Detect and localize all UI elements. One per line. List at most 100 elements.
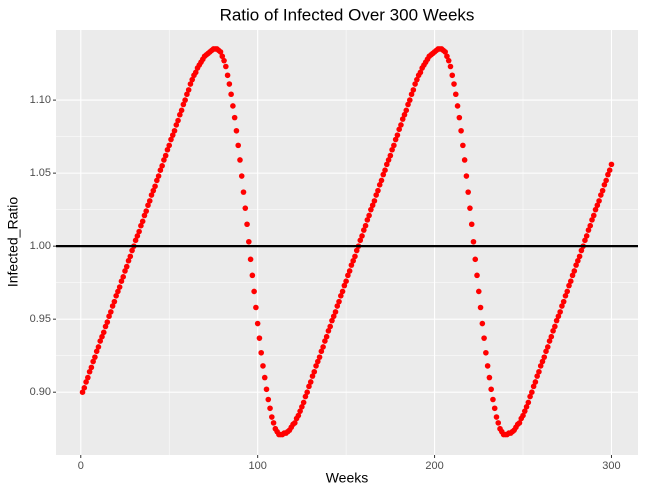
point: [375, 187, 381, 194]
point: [235, 142, 242, 149]
point: [138, 222, 144, 229]
point: [161, 157, 167, 163]
point: [475, 288, 482, 295]
point: [590, 212, 597, 219]
point: [113, 293, 119, 299]
point: [562, 293, 569, 299]
point: [606, 167, 613, 174]
point: [86, 368, 93, 375]
x-tick-label: 100: [248, 460, 266, 472]
point: [368, 206, 374, 213]
point: [88, 364, 95, 371]
point: [109, 303, 116, 309]
point: [242, 205, 249, 211]
point: [270, 420, 277, 426]
point: [97, 338, 104, 344]
point: [567, 278, 574, 285]
point: [465, 189, 471, 195]
point: [226, 81, 233, 87]
point: [238, 173, 245, 179]
point: [304, 389, 310, 395]
point: [162, 152, 169, 159]
point: [350, 257, 356, 264]
point: [445, 57, 452, 64]
point: [566, 282, 572, 289]
point: [120, 274, 127, 280]
point: [125, 257, 132, 264]
point: [249, 272, 256, 279]
point: [318, 348, 325, 355]
point: [95, 344, 102, 350]
point: [341, 282, 348, 289]
point: [127, 253, 134, 260]
point: [451, 81, 457, 87]
point: [334, 303, 341, 309]
point: [543, 348, 549, 355]
point: [92, 354, 98, 360]
point: [269, 414, 275, 420]
point: [592, 206, 599, 213]
point: [219, 53, 226, 60]
point: [260, 363, 266, 369]
point: [327, 323, 333, 330]
point: [339, 288, 346, 295]
point: [253, 304, 259, 311]
point: [357, 237, 364, 244]
point: [231, 114, 238, 121]
point: [246, 238, 252, 245]
point: [534, 373, 540, 379]
point: [143, 208, 150, 214]
point: [157, 167, 164, 174]
y-tick-label: 1.00: [30, 240, 51, 252]
y-tick-label: 1.10: [30, 94, 51, 106]
point: [79, 389, 86, 395]
point: [267, 405, 273, 412]
point: [295, 412, 302, 419]
point: [470, 238, 477, 245]
point: [306, 383, 312, 390]
point: [380, 171, 387, 178]
point: [454, 103, 461, 109]
point: [495, 420, 502, 426]
point: [115, 288, 121, 295]
point: [155, 173, 162, 179]
point: [483, 349, 489, 356]
point: [182, 97, 188, 103]
point: [414, 76, 420, 83]
point: [102, 323, 109, 330]
point: [458, 127, 464, 134]
point: [385, 157, 392, 163]
point: [361, 227, 367, 233]
point: [452, 91, 459, 98]
point: [582, 237, 588, 244]
point: [537, 363, 544, 369]
point: [384, 161, 390, 168]
point: [228, 91, 234, 98]
point: [536, 368, 542, 375]
point: [398, 122, 404, 128]
point: [525, 399, 532, 406]
y-axis-label: Infected_Ratio: [5, 197, 21, 287]
point: [548, 333, 555, 340]
point: [406, 97, 413, 103]
point: [523, 404, 530, 410]
point: [564, 288, 571, 295]
point: [100, 329, 107, 336]
point: [345, 272, 351, 279]
point: [391, 142, 397, 149]
point: [521, 408, 528, 414]
point: [240, 189, 247, 195]
point: [302, 393, 309, 400]
point: [311, 368, 318, 375]
chart-title: Ratio of Infected Over 300 Weeks: [220, 5, 475, 24]
point: [189, 76, 196, 83]
point: [573, 262, 579, 268]
x-tick-label: 300: [602, 460, 620, 472]
point: [254, 320, 261, 327]
point: [378, 177, 385, 184]
point: [325, 328, 332, 334]
point: [560, 298, 567, 305]
x-axis-label: Weeks: [326, 470, 369, 486]
point: [576, 253, 583, 260]
point: [376, 182, 383, 188]
